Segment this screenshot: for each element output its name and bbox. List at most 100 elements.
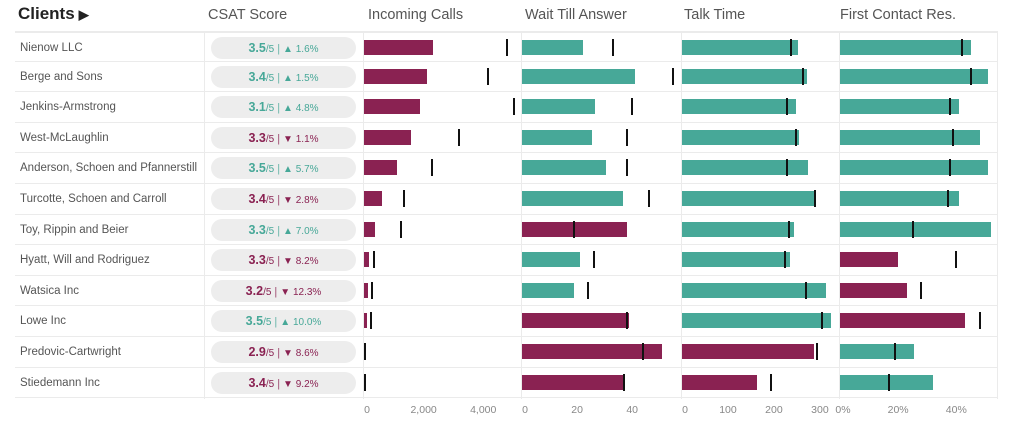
wait-axis-tick: 0 bbox=[522, 404, 528, 416]
talk-target-marker bbox=[785, 159, 788, 177]
incoming-target-marker bbox=[506, 39, 509, 56]
table-row[interactable]: Turcotte, Schoen and Carroll 3.4/5 | ▼ 2.8% bbox=[15, 184, 998, 215]
csat-change: 4.8% bbox=[295, 103, 319, 115]
talk-axis-tick: 300 bbox=[811, 404, 829, 416]
table-row[interactable]: Predovic-Cartwright 2.9/5 | ▼ 8.6% bbox=[15, 337, 998, 368]
incoming-bar bbox=[364, 191, 382, 206]
incoming-bar bbox=[364, 221, 376, 237]
expand-arrow-icon[interactable]: ▶ bbox=[78, 7, 89, 22]
csat-denominator: /5 bbox=[265, 256, 275, 268]
table-row[interactable]: Toy, Rippin and Beier 3.3/5 | ▲ 7.0% bbox=[15, 215, 998, 246]
csat-score-badge: 3.1/5 | ▲ 4.8% bbox=[211, 96, 356, 119]
client-name[interactable]: Stiedemann Inc bbox=[20, 376, 100, 389]
client-name[interactable]: Predovic-Cartwright bbox=[20, 346, 121, 358]
csat-score: 3.4 bbox=[248, 69, 266, 84]
csat-denominator: /5 bbox=[265, 195, 275, 206]
incoming-target-marker bbox=[458, 128, 461, 146]
wait-bar bbox=[522, 160, 606, 176]
csat-score: 3.3 bbox=[248, 130, 266, 145]
table-row[interactable]: Jenkins-Armstrong 3.1/5 | ▲ 4.8% bbox=[15, 92, 998, 123]
fcr-axis-tick: 40% bbox=[945, 404, 967, 416]
client-name[interactable]: Turcotte, Schoen and Carroll bbox=[20, 193, 167, 205]
csat-score-badge: 3.2/5 | ▼ 12.3% bbox=[211, 279, 356, 302]
csat-score: 3.4 bbox=[248, 192, 266, 206]
fcr-target-marker bbox=[894, 343, 897, 360]
talk-target-marker bbox=[769, 373, 772, 391]
wait-bar bbox=[522, 344, 663, 359]
fcr-target-marker bbox=[888, 373, 891, 391]
csat-change: 9.2% bbox=[295, 378, 319, 390]
fcr-target-marker bbox=[978, 312, 981, 330]
table-row[interactable]: West-McLaughlin 3.3/5 | ▼ 1.1% bbox=[15, 123, 998, 154]
trend-up-icon: ▲ bbox=[283, 72, 296, 84]
table-row[interactable]: Nienow LLC 3.5/5 | ▲ 1.6% bbox=[15, 31, 998, 62]
table-row[interactable]: Hyatt, Will and Rodriguez 3.3/5 | ▼ 8.2% bbox=[15, 245, 998, 276]
wait-bar bbox=[522, 374, 624, 390]
fcr-bar bbox=[840, 221, 992, 237]
incoming-target-marker bbox=[513, 98, 516, 116]
separator: | bbox=[277, 194, 281, 206]
wait-axis-tick: 20 bbox=[571, 404, 583, 416]
talk-bar bbox=[682, 221, 794, 237]
trend-up-icon: ▲ bbox=[283, 103, 296, 115]
fcr-target-marker bbox=[952, 128, 955, 146]
wait-bar bbox=[522, 129, 593, 145]
separator: | bbox=[277, 102, 281, 115]
csat-denominator: /5 bbox=[263, 317, 272, 329]
column-divider bbox=[363, 31, 364, 399]
table-row[interactable]: Berge and Sons 3.4/5 | ▲ 1.5% bbox=[15, 62, 998, 93]
talk-target-marker bbox=[805, 281, 808, 299]
talk-bar bbox=[682, 68, 808, 84]
separator: | bbox=[277, 224, 281, 237]
table-row[interactable]: Stiedemann Inc 3.4/5 | ▼ 9.2% bbox=[15, 368, 998, 399]
wait-target-marker bbox=[631, 98, 634, 116]
wait-bar bbox=[522, 191, 624, 206]
fcr-target-marker bbox=[949, 98, 952, 116]
trend-down-icon: ▼ bbox=[283, 195, 296, 206]
trend-up-icon: ▲ bbox=[283, 225, 296, 237]
client-name[interactable]: Anderson, Schoen and Pfannerstill bbox=[20, 162, 198, 175]
incoming-bar bbox=[364, 68, 428, 84]
csat-change: 7.0% bbox=[295, 225, 319, 237]
incoming-target-marker bbox=[373, 251, 376, 269]
talk-target-marker bbox=[795, 128, 797, 146]
separator: | bbox=[277, 43, 281, 55]
clients-table: Nienow LLC 3.5/5 | ▲ 1.6% Berge and Sons 3.4/… bbox=[15, 31, 998, 399]
column-header-incoming-calls: Incoming Calls bbox=[368, 7, 464, 23]
column-divider bbox=[839, 31, 840, 399]
clients-header[interactable]: Clients ▶ bbox=[18, 3, 89, 25]
incoming-bar bbox=[364, 282, 368, 298]
incoming-bar bbox=[364, 99, 421, 115]
table-row[interactable]: Anderson, Schoen and Pfannerstill 3.5/5 | ▲… bbox=[15, 153, 998, 184]
client-name[interactable]: Berge and Sons bbox=[20, 70, 103, 83]
separator: | bbox=[274, 285, 278, 298]
incoming-bar bbox=[364, 252, 370, 268]
csat-score: 3.5 bbox=[248, 41, 266, 55]
trend-down-icon: ▼ bbox=[283, 133, 296, 145]
client-name[interactable]: Lowe Inc bbox=[20, 315, 67, 328]
client-name[interactable]: Jenkins-Armstrong bbox=[20, 101, 116, 114]
client-name[interactable]: Hyatt, Will and Rodriguez bbox=[20, 254, 150, 267]
csat-score-badge: 3.3/5 | ▼ 1.1% bbox=[211, 126, 356, 149]
client-name[interactable]: Toy, Rippin and Beier bbox=[20, 223, 129, 236]
talk-target-marker bbox=[789, 39, 792, 56]
fcr-target-marker bbox=[969, 67, 972, 85]
csat-change: 8.6% bbox=[295, 348, 319, 359]
table-row[interactable]: Watsica Inc 3.2/5 | ▼ 12.3% bbox=[15, 276, 998, 307]
csat-score-badge: 2.9/5 | ▼ 8.6% bbox=[211, 341, 356, 363]
wait-target-marker bbox=[647, 190, 650, 207]
talk-bar bbox=[682, 282, 826, 298]
fcr-bar bbox=[840, 68, 989, 84]
table-row[interactable]: Lowe Inc 3.5/5 | ▲ 10.0% bbox=[15, 306, 998, 337]
client-name[interactable]: West-McLaughlin bbox=[20, 131, 109, 144]
separator: | bbox=[277, 347, 281, 359]
wait-bar bbox=[522, 40, 583, 55]
client-name[interactable]: Watsica Inc bbox=[20, 284, 80, 297]
csat-denominator: /5 bbox=[265, 44, 275, 55]
talk-axis-tick: 0 bbox=[682, 404, 688, 416]
fcr-bar bbox=[840, 313, 966, 329]
client-name[interactable]: Nienow LLC bbox=[20, 42, 83, 54]
separator: | bbox=[277, 163, 281, 176]
fcr-bar bbox=[840, 374, 934, 390]
csat-score-badge: 3.5/5 | ▲ 5.7% bbox=[211, 157, 356, 180]
